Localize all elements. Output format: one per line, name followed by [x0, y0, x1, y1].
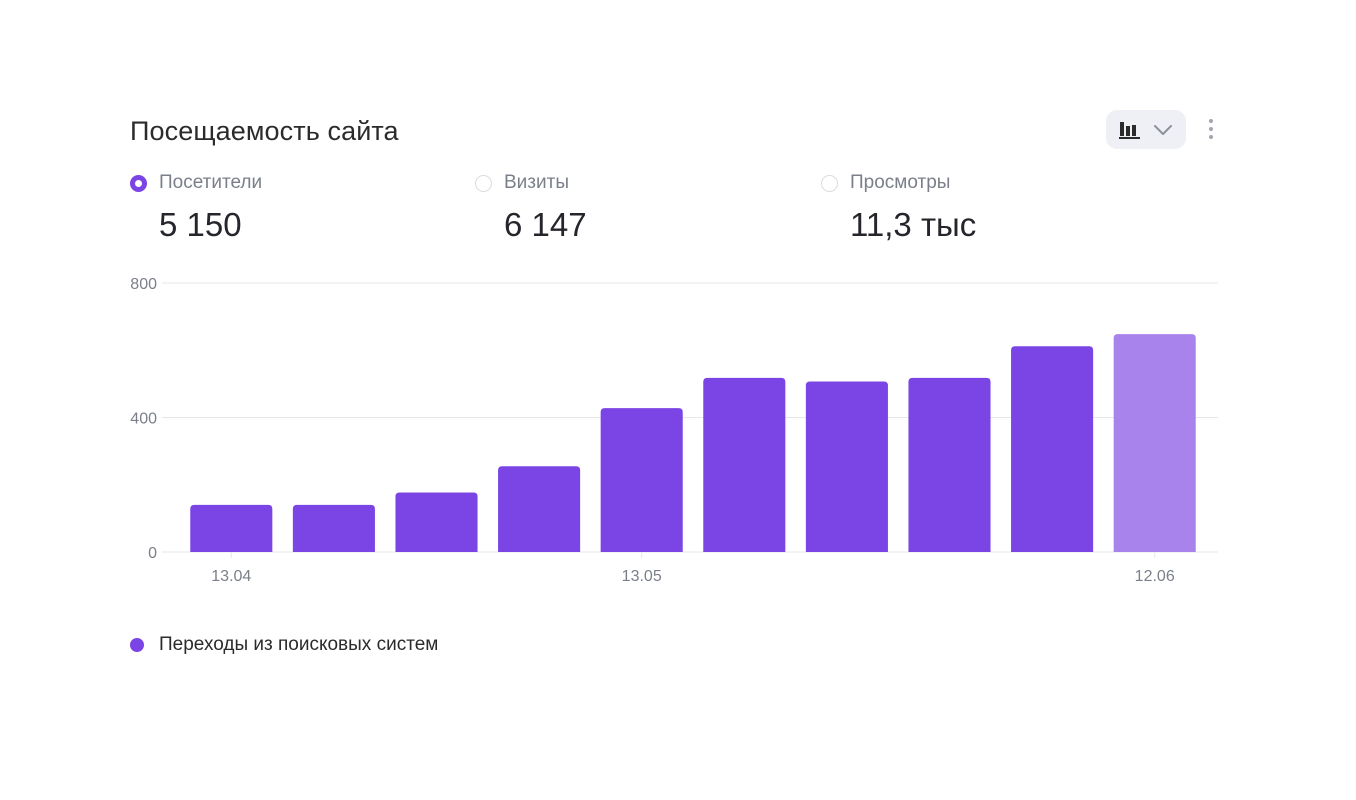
chart-type-toggle-button[interactable] [1106, 110, 1186, 149]
metric-visits-value: 6 147 [504, 206, 587, 243]
metric-pageviews-value: 11,3 тыс [850, 206, 977, 243]
y-tick-label: 0 [148, 545, 157, 562]
metric-pageviews-radio[interactable] [821, 174, 838, 192]
metric-pageviews-label: Просмотры [850, 172, 951, 193]
metric-visits-label: Визиты [504, 172, 569, 193]
chevron-down-icon [1154, 124, 1172, 135]
chart-bar[interactable] [805, 381, 888, 552]
bar-chart: 0 400 800 13.04 13.05 12.06 [130, 276, 1218, 585]
more-vertical-icon [1209, 135, 1213, 139]
widget-title: Посещаемость сайта [130, 116, 399, 146]
legend-series-label: Переходы из поисковых систем [159, 634, 439, 655]
more-vertical-icon [1209, 127, 1213, 131]
x-tick-label: 13.05 [622, 568, 662, 585]
chart-bar[interactable] [498, 466, 581, 552]
chart-bar[interactable] [292, 504, 375, 552]
metric-visitors[interactable]: Посетители 5 150 [130, 170, 262, 246]
y-tick-label: 400 [130, 411, 157, 428]
chart-bar[interactable] [1011, 346, 1094, 552]
chart-bar[interactable] [600, 408, 683, 552]
more-menu-button[interactable] [1198, 114, 1224, 144]
chart-bar[interactable] [703, 377, 786, 552]
metric-visitors-value: 5 150 [159, 206, 242, 243]
chart-bar[interactable] [1113, 334, 1196, 552]
legend-series-dot [130, 638, 144, 652]
x-tick-label: 12.06 [1135, 568, 1175, 585]
chart-bar[interactable] [190, 504, 273, 552]
x-tick-label: 13.04 [211, 568, 251, 585]
more-vertical-icon [1209, 119, 1213, 123]
y-tick-label: 800 [130, 276, 157, 293]
bar-chart-icon [1119, 121, 1140, 139]
metric-visits-radio[interactable] [475, 174, 492, 192]
metric-visitors-radio[interactable] [130, 174, 147, 192]
chart-bar[interactable] [908, 377, 991, 552]
chart-bar[interactable] [395, 492, 478, 552]
metric-pageviews[interactable]: Просмотры 11,3 тыс [821, 170, 976, 246]
metric-visitors-label: Посетители [159, 172, 263, 193]
metric-visits[interactable]: Визиты 6 147 [475, 170, 587, 246]
chart-legend[interactable]: Переходы из поисковых систем [130, 632, 438, 658]
